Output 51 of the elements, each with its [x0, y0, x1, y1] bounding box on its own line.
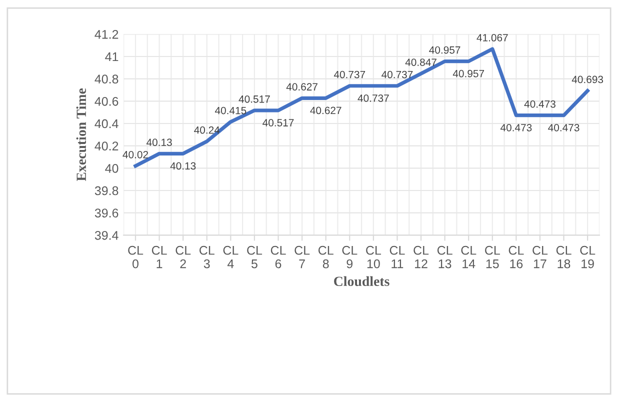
data-label: 40.847: [405, 58, 436, 66]
x-tick-label: CL 3: [200, 246, 214, 268]
data-label: 40.473: [500, 124, 532, 132]
x-tick-label: CL 19: [580, 246, 596, 268]
x-tick-label: CL 14: [461, 246, 476, 268]
x-tick-label: CL 9: [342, 246, 358, 268]
data-label: 41.067: [476, 34, 508, 42]
x-tick-label: CL 7: [294, 246, 310, 268]
data-label: 40.517: [238, 95, 270, 103]
y-tick-label: 41.2: [94, 30, 118, 39]
data-label: 40.957: [452, 70, 484, 78]
y-tick-label: 40.4: [94, 119, 118, 128]
x-tick-label: CL 18: [556, 246, 572, 268]
x-tick-label: CL 10: [366, 246, 381, 268]
x-tick-label: CL 0: [128, 246, 144, 268]
x-tick-label: CL 6: [270, 246, 286, 268]
x-tick-label: CL 17: [532, 246, 548, 268]
data-label: 40.517: [262, 119, 294, 126]
y-tick-label: 40: [105, 164, 118, 173]
data-label: 40.737: [334, 70, 366, 78]
data-label: 40.473: [524, 100, 556, 108]
x-tick-label: CL 11: [390, 246, 405, 268]
data-label: 40.473: [548, 124, 580, 132]
y-tick-label: 41: [105, 52, 118, 62]
y-tick-label: 39.4: [94, 230, 118, 240]
x-tick-label: CL 15: [485, 246, 500, 268]
x-tick-label: CL 12: [414, 246, 429, 268]
y-tick-label: 40.6: [94, 96, 118, 106]
data-label: 40.627: [310, 106, 342, 114]
data-label: 40.627: [286, 83, 318, 91]
data-label: 40.693: [572, 76, 604, 84]
x-tick-label: CL 2: [176, 246, 191, 268]
x-tick-label: CL 5: [247, 246, 262, 268]
x-axis-title: Cloudlets: [334, 276, 390, 286]
y-tick-label: 40.8: [94, 74, 118, 84]
data-label: 40.13: [146, 138, 172, 146]
x-tick-label: CL 8: [318, 246, 334, 268]
y-axis-title: Execution Time: [76, 88, 86, 182]
x-tick-label: CL 16: [508, 246, 524, 268]
data-label: 40.02: [122, 150, 148, 158]
y-tick-label: 39.8: [94, 186, 118, 196]
data-label: 40.415: [214, 106, 246, 114]
data-label: 40.957: [429, 46, 460, 54]
x-tick-label: CL 13: [437, 246, 452, 268]
data-label: 40.13: [170, 162, 196, 170]
y-tick-label: 40.2: [94, 142, 118, 150]
x-tick-label: CL 4: [223, 246, 238, 268]
x-tick-label: CL 1: [152, 246, 167, 268]
y-tick-label: 39.6: [94, 208, 118, 218]
data-label: 40.737: [358, 94, 389, 102]
data-label: 40.737: [382, 70, 413, 78]
